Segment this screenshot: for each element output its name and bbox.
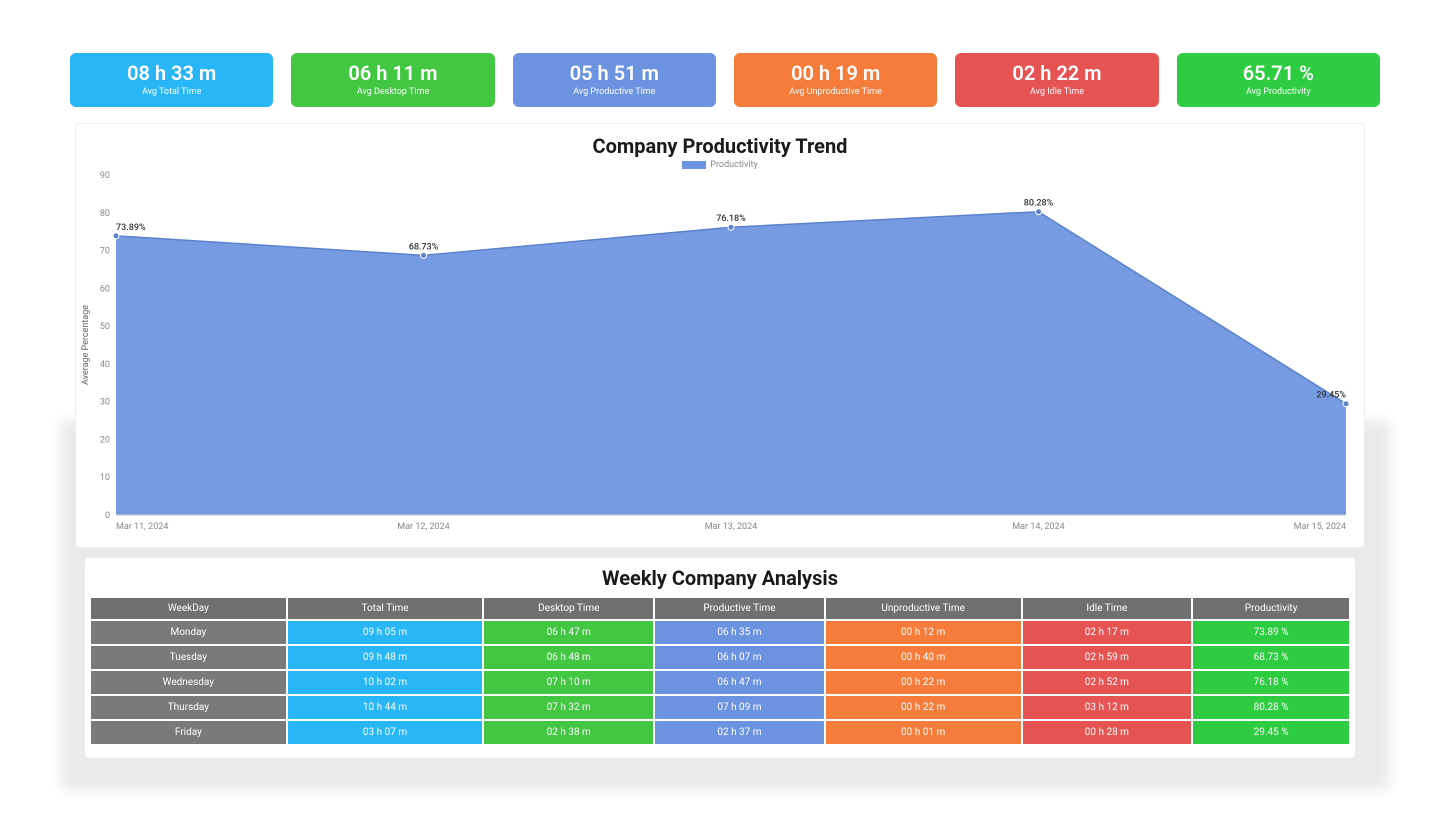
weekly-analysis-panel: Weekly Company Analysis WeekDayTotal Tim… (85, 558, 1355, 758)
metric-label: Avg Idle Time (959, 87, 1154, 97)
svg-text:73.89%: 73.89% (116, 223, 146, 233)
table-cell: 06 h 48 m (484, 646, 653, 669)
svg-text:Mar 14, 2024: Mar 14, 2024 (1012, 522, 1064, 532)
svg-text:70: 70 (100, 247, 110, 257)
metric-label: Avg Unproductive Time (738, 87, 933, 97)
table-cell: 09 h 05 m (288, 621, 483, 644)
table-header-2: Desktop Time (484, 598, 653, 619)
metric-value: 65.71 % (1181, 61, 1376, 85)
table-row: Monday09 h 05 m06 h 47 m06 h 35 m00 h 12… (91, 621, 1349, 644)
weekly-analysis-table: WeekDayTotal TimeDesktop TimeProductive … (89, 596, 1351, 746)
svg-text:40: 40 (100, 360, 110, 370)
table-cell: Monday (91, 621, 286, 644)
table-header-5: Idle Time (1023, 598, 1192, 619)
table-cell: 02 h 38 m (484, 721, 653, 744)
table-cell: 00 h 01 m (826, 721, 1021, 744)
table-header-4: Unproductive Time (826, 598, 1021, 619)
table-cell: 00 h 22 m (826, 671, 1021, 694)
table-header-3: Productive Time (655, 598, 824, 619)
table-header-0: WeekDay (91, 598, 286, 619)
table-cell: 00 h 22 m (826, 696, 1021, 719)
svg-text:76.18%: 76.18% (716, 214, 746, 224)
table-cell: 76.18 % (1193, 671, 1349, 694)
svg-text:80: 80 (100, 209, 110, 219)
svg-text:Mar 11, 2024: Mar 11, 2024 (116, 522, 168, 532)
table-cell: 09 h 48 m (288, 646, 483, 669)
table-cell: 06 h 47 m (655, 671, 824, 694)
svg-text:Mar 15, 2024: Mar 15, 2024 (1294, 522, 1346, 532)
svg-text:80.28%: 80.28% (1024, 199, 1054, 209)
svg-text:60: 60 (100, 284, 110, 294)
metric-value: 06 h 11 m (295, 61, 490, 85)
table-cell: 80.28 % (1193, 696, 1349, 719)
table-cell: 00 h 28 m (1023, 721, 1192, 744)
svg-text:30: 30 (100, 398, 110, 408)
metric-value: 08 h 33 m (74, 61, 269, 85)
table-row: Friday03 h 07 m02 h 38 m02 h 37 m00 h 01… (91, 721, 1349, 744)
productivity-area-chart: 0 10 20 30 40 50 60 70 80 90 Average Percentage 73.… (76, 170, 1356, 540)
table-cell: 29.45 % (1193, 721, 1349, 744)
metric-card-3: 00 h 19 m Avg Unproductive Time (734, 53, 937, 107)
table-cell: 10 h 02 m (288, 671, 483, 694)
table-cell: 00 h 12 m (826, 621, 1021, 644)
table-cell: 02 h 52 m (1023, 671, 1192, 694)
table-header-1: Total Time (288, 598, 483, 619)
metric-value: 00 h 19 m (738, 61, 933, 85)
table-cell: Wednesday (91, 671, 286, 694)
svg-text:0: 0 (105, 511, 110, 521)
metric-card-2: 05 h 51 m Avg Productive Time (513, 53, 716, 107)
svg-text:Mar 12, 2024: Mar 12, 2024 (397, 522, 449, 532)
table-cell: 02 h 59 m (1023, 646, 1192, 669)
metric-label: Avg Desktop Time (295, 87, 490, 97)
table-cell: 02 h 37 m (655, 721, 824, 744)
table-row: Tuesday09 h 48 m06 h 48 m06 h 07 m00 h 4… (91, 646, 1349, 669)
table-cell: 07 h 09 m (655, 696, 824, 719)
productivity-chart-panel: Company Productivity Trend Productivity … (75, 123, 1365, 548)
legend-swatch (682, 161, 706, 169)
svg-text:50: 50 (100, 322, 110, 332)
svg-text:Average Percentage: Average Percentage (81, 305, 91, 385)
table-cell: 02 h 17 m (1023, 621, 1192, 644)
svg-text:Mar 13, 2024: Mar 13, 2024 (705, 522, 757, 532)
table-cell: 03 h 07 m (288, 721, 483, 744)
table-cell: 07 h 32 m (484, 696, 653, 719)
table-cell: Tuesday (91, 646, 286, 669)
metric-cards-row: 08 h 33 m Avg Total Time 06 h 11 m Avg Desk… (70, 53, 1380, 107)
metric-card-0: 08 h 33 m Avg Total Time (70, 53, 273, 107)
table-cell: 06 h 47 m (484, 621, 653, 644)
table-cell: 07 h 10 m (484, 671, 653, 694)
legend-label: Productivity (710, 160, 757, 170)
metric-card-1: 06 h 11 m Avg Desktop Time (291, 53, 494, 107)
metric-label: Avg Productive Time (517, 87, 712, 97)
table-header-6: Productivity (1193, 598, 1349, 619)
chart-title: Company Productivity Trend (76, 134, 1364, 158)
table-title: Weekly Company Analysis (85, 558, 1355, 596)
metric-card-4: 02 h 22 m Avg Idle Time (955, 53, 1158, 107)
table-cell: 10 h 44 m (288, 696, 483, 719)
table-cell: 06 h 07 m (655, 646, 824, 669)
table-row: Thursday10 h 44 m07 h 32 m07 h 09 m00 h … (91, 696, 1349, 719)
svg-text:20: 20 (100, 435, 110, 445)
table-cell: 03 h 12 m (1023, 696, 1192, 719)
metric-value: 05 h 51 m (517, 61, 712, 85)
svg-text:68.73%: 68.73% (409, 242, 439, 252)
table-cell: 68.73 % (1193, 646, 1349, 669)
svg-text:29.45%: 29.45% (1316, 391, 1346, 401)
table-cell: 00 h 40 m (826, 646, 1021, 669)
metric-label: Avg Productivity (1181, 87, 1376, 97)
chart-legend: Productivity (76, 160, 1364, 170)
table-cell: Thursday (91, 696, 286, 719)
metric-value: 02 h 22 m (959, 61, 1154, 85)
svg-text:10: 10 (100, 473, 110, 483)
table-cell: Friday (91, 721, 286, 744)
metric-card-5: 65.71 % Avg Productivity (1177, 53, 1380, 107)
svg-text:90: 90 (100, 171, 110, 181)
table-row: Wednesday10 h 02 m07 h 10 m06 h 47 m00 h… (91, 671, 1349, 694)
table-cell: 73.89 % (1193, 621, 1349, 644)
metric-label: Avg Total Time (74, 87, 269, 97)
table-cell: 06 h 35 m (655, 621, 824, 644)
